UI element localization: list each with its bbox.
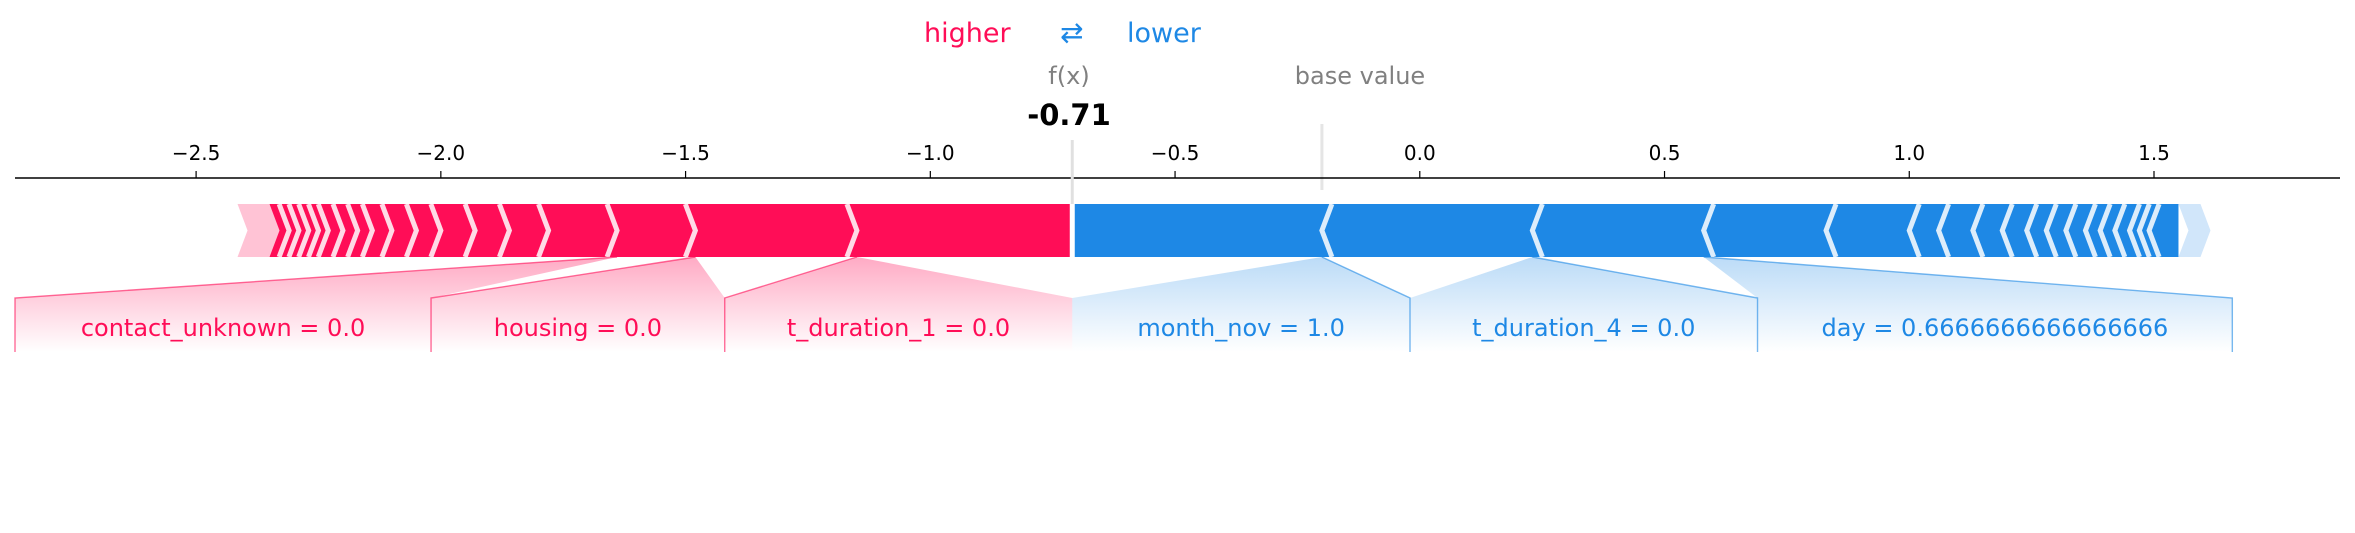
label-shade — [724, 257, 1073, 352]
negative-chevron — [2097, 203, 2113, 258]
label-shade — [1410, 257, 1758, 352]
label-connector — [14, 256, 618, 352]
base-value-label: base value — [1295, 62, 1425, 90]
negative-chevron — [2112, 203, 2128, 258]
feature-label: housing = 0.0 — [494, 314, 662, 342]
x-tick-label: 1.5 — [2138, 141, 2170, 165]
positive-chevron — [497, 203, 513, 258]
positive-chevron — [345, 203, 361, 258]
positive-chevron — [604, 203, 620, 258]
label-shade — [1072, 257, 1410, 352]
feature-label: month_nov = 1.0 — [1137, 314, 1345, 342]
positive-chevron — [330, 203, 346, 258]
negative-end-cap — [2178, 204, 2211, 257]
x-tick-label: −0.5 — [1151, 141, 1200, 165]
output-value: -0.71 — [1027, 98, 1111, 132]
x-tick-label: −2.0 — [417, 141, 466, 165]
legend-lower: lower — [1127, 18, 1201, 49]
legend: higher ⇄ lower — [0, 10, 2355, 50]
negative-chevron — [2024, 203, 2040, 258]
positive-chevron — [683, 203, 699, 258]
feature-label: contact_unknown = 0.0 — [81, 314, 365, 342]
negative-chevron — [1319, 203, 1335, 258]
legend-higher: higher — [924, 18, 1011, 49]
negative-chevron — [2146, 203, 2162, 258]
positive-chevron — [462, 203, 478, 258]
positive-chevron — [276, 203, 292, 258]
positive-chevron — [379, 203, 395, 258]
label-connector — [724, 256, 858, 352]
negative-chevron — [2063, 203, 2079, 258]
negative-chevron — [2126, 203, 2142, 258]
feature-label: t_duration_1 = 0.0 — [787, 314, 1010, 342]
positive-end-cap — [237, 204, 280, 257]
negative-chevron — [1970, 203, 1986, 258]
positive-chevron — [844, 203, 860, 258]
x-tick-label: 1.0 — [1893, 141, 1925, 165]
negative-chevron — [1935, 203, 1951, 258]
output-label: f(x) — [1048, 62, 1089, 90]
label-shade — [15, 257, 618, 352]
negative-chevron — [2082, 203, 2098, 258]
x-tick-label: 0.0 — [1404, 141, 1436, 165]
negative-chevron — [2043, 203, 2059, 258]
positive-chevron — [306, 203, 322, 258]
negative-chevron — [1999, 203, 2015, 258]
x-tick-label: −2.5 — [172, 141, 221, 165]
negative-chevron — [1701, 203, 1717, 258]
label-shade — [1703, 257, 2233, 352]
legend-arrows-icon: ⇄ — [1060, 16, 1084, 49]
negative-bar — [1072, 204, 2179, 257]
x-tick-label: 0.5 — [1649, 141, 1681, 165]
negative-chevron — [1823, 203, 1839, 258]
positive-chevron — [315, 203, 331, 258]
positive-bar — [269, 204, 1073, 257]
label-connector — [1532, 256, 1759, 352]
x-tick-label: −1.5 — [661, 141, 710, 165]
label-connector — [1321, 256, 1411, 352]
label-connector — [430, 256, 696, 352]
negative-chevron — [1529, 203, 1545, 258]
positive-chevron — [536, 203, 552, 258]
label-shade — [431, 257, 725, 352]
positive-chevron — [296, 203, 312, 258]
feature-label: t_duration_4 = 0.0 — [1472, 314, 1695, 342]
label-connector — [1703, 256, 2234, 352]
negative-chevron — [1906, 203, 1922, 258]
feature-label: day = 0.6666666666666666 — [1822, 314, 2169, 342]
positive-chevron — [286, 203, 302, 258]
x-tick-label: −1.0 — [906, 141, 955, 165]
positive-chevron — [359, 203, 375, 258]
negative-chevron — [2136, 203, 2152, 258]
positive-chevron — [404, 203, 420, 258]
positive-chevron — [428, 203, 444, 258]
